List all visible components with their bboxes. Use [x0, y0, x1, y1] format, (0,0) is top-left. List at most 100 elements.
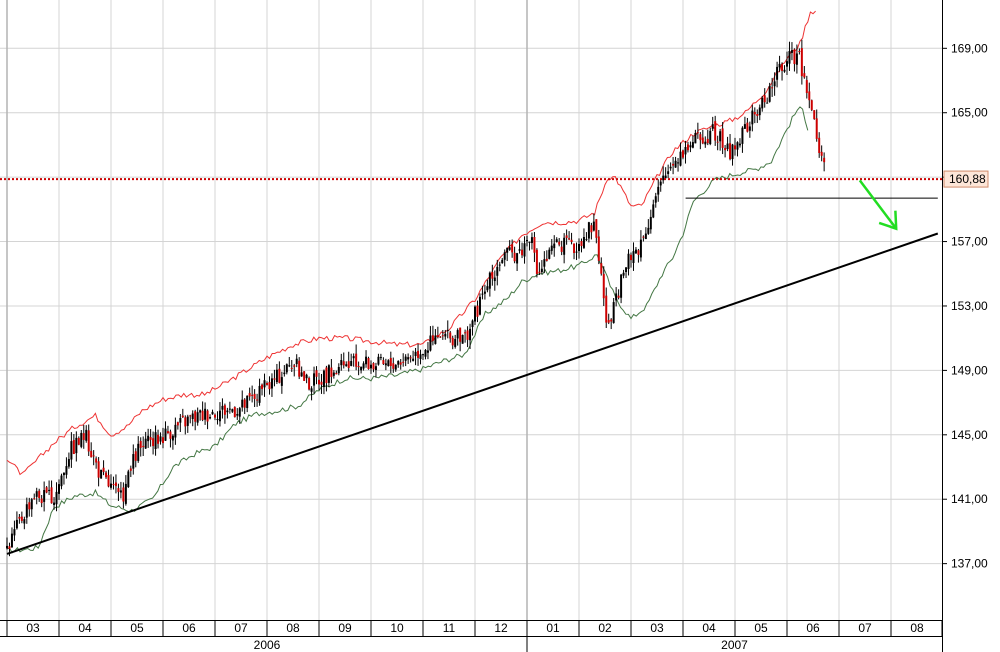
candle-body — [347, 361, 350, 368]
candle-body — [335, 372, 338, 375]
candle-body — [555, 239, 558, 243]
x-month-label: 09 — [338, 621, 352, 635]
candle-body — [768, 86, 771, 102]
candle-body — [345, 364, 348, 367]
candle-body — [585, 239, 588, 241]
candle-body — [530, 237, 533, 244]
candle-body — [424, 349, 427, 357]
candle-body — [169, 431, 172, 439]
candle-body — [102, 467, 105, 472]
candle-body — [419, 354, 422, 360]
candle-body — [417, 350, 420, 358]
candle-body — [521, 249, 524, 256]
candle-body — [211, 411, 214, 415]
candle-body — [516, 253, 519, 264]
candle-body — [548, 249, 551, 259]
candle-body — [617, 295, 620, 298]
candle-body — [77, 438, 80, 445]
candle-body — [134, 451, 137, 461]
candle-body — [493, 277, 496, 282]
candle-body — [560, 246, 563, 252]
candle-body — [75, 437, 78, 454]
y-tick-label: 157,00 — [951, 235, 988, 249]
candle-body — [756, 113, 759, 116]
candle-body — [503, 252, 506, 260]
candle-body — [729, 143, 732, 160]
candle-body — [454, 338, 457, 347]
candle-body — [13, 529, 16, 536]
candle-body — [394, 364, 397, 370]
candle-body — [751, 110, 754, 125]
candle-body — [407, 357, 410, 360]
candle-body — [142, 445, 145, 447]
upper-band-line — [6, 10, 816, 476]
candle-body — [746, 122, 749, 132]
candle-body — [647, 227, 650, 234]
candle-body — [238, 408, 241, 417]
candle-body — [25, 504, 28, 518]
candle-body — [486, 286, 489, 291]
candle-body — [535, 249, 538, 274]
candle-body — [679, 151, 682, 166]
candle-body — [179, 417, 182, 423]
candle-body — [370, 364, 372, 369]
candle-body — [43, 490, 46, 502]
candle-body — [456, 330, 459, 339]
candle-body — [325, 367, 328, 384]
x-month-label: 06 — [182, 621, 196, 635]
candle-body — [763, 95, 766, 103]
candle-body — [662, 175, 665, 181]
candle-body — [62, 472, 65, 476]
candle-body — [689, 145, 692, 148]
candle-body — [377, 356, 380, 365]
candle-body — [97, 461, 100, 478]
candle-body — [476, 305, 479, 317]
candle-body — [498, 264, 501, 266]
candle-body — [783, 69, 786, 72]
candle-body — [310, 388, 313, 392]
candle-body — [404, 356, 407, 361]
candle-body — [753, 111, 756, 115]
candle-body — [392, 363, 395, 369]
candle-body — [714, 121, 717, 141]
candle-body — [694, 133, 697, 144]
x-month-label: 10 — [390, 621, 404, 635]
candle-body — [800, 48, 803, 77]
candle-body — [682, 150, 684, 158]
candle-body — [127, 471, 130, 487]
candle-body — [360, 366, 363, 371]
candle-body — [105, 472, 108, 478]
candle-body — [137, 443, 140, 461]
candle-body — [761, 97, 764, 109]
candle-body — [704, 141, 707, 145]
candle-body — [166, 431, 169, 434]
candle-body — [439, 336, 442, 338]
candle-body — [23, 519, 26, 524]
candle-body — [80, 432, 83, 447]
candle-body — [478, 296, 481, 315]
candle-body — [550, 245, 553, 251]
candle-body — [159, 436, 162, 442]
candle-body — [533, 237, 536, 253]
candle-body — [290, 367, 293, 369]
candle-body — [823, 157, 826, 163]
x-month-label: 07 — [234, 621, 248, 635]
candle-body — [45, 487, 48, 493]
candle-body — [149, 437, 152, 440]
candle-body — [481, 293, 484, 295]
candle-body — [162, 437, 164, 444]
y-tick-label: 137,00 — [951, 557, 988, 571]
candle-body — [540, 268, 543, 273]
x-year-label: 2006 — [254, 638, 281, 652]
candle-body — [318, 379, 320, 385]
candle-body — [174, 424, 177, 438]
candle-body — [85, 429, 88, 441]
candle-body — [736, 142, 739, 150]
candle-body — [582, 236, 585, 248]
candle-body — [568, 238, 571, 240]
candle-body — [305, 374, 308, 379]
candle-body — [186, 416, 189, 426]
candle-body — [696, 132, 699, 134]
candle-body — [813, 110, 816, 119]
candle-body — [33, 498, 36, 500]
